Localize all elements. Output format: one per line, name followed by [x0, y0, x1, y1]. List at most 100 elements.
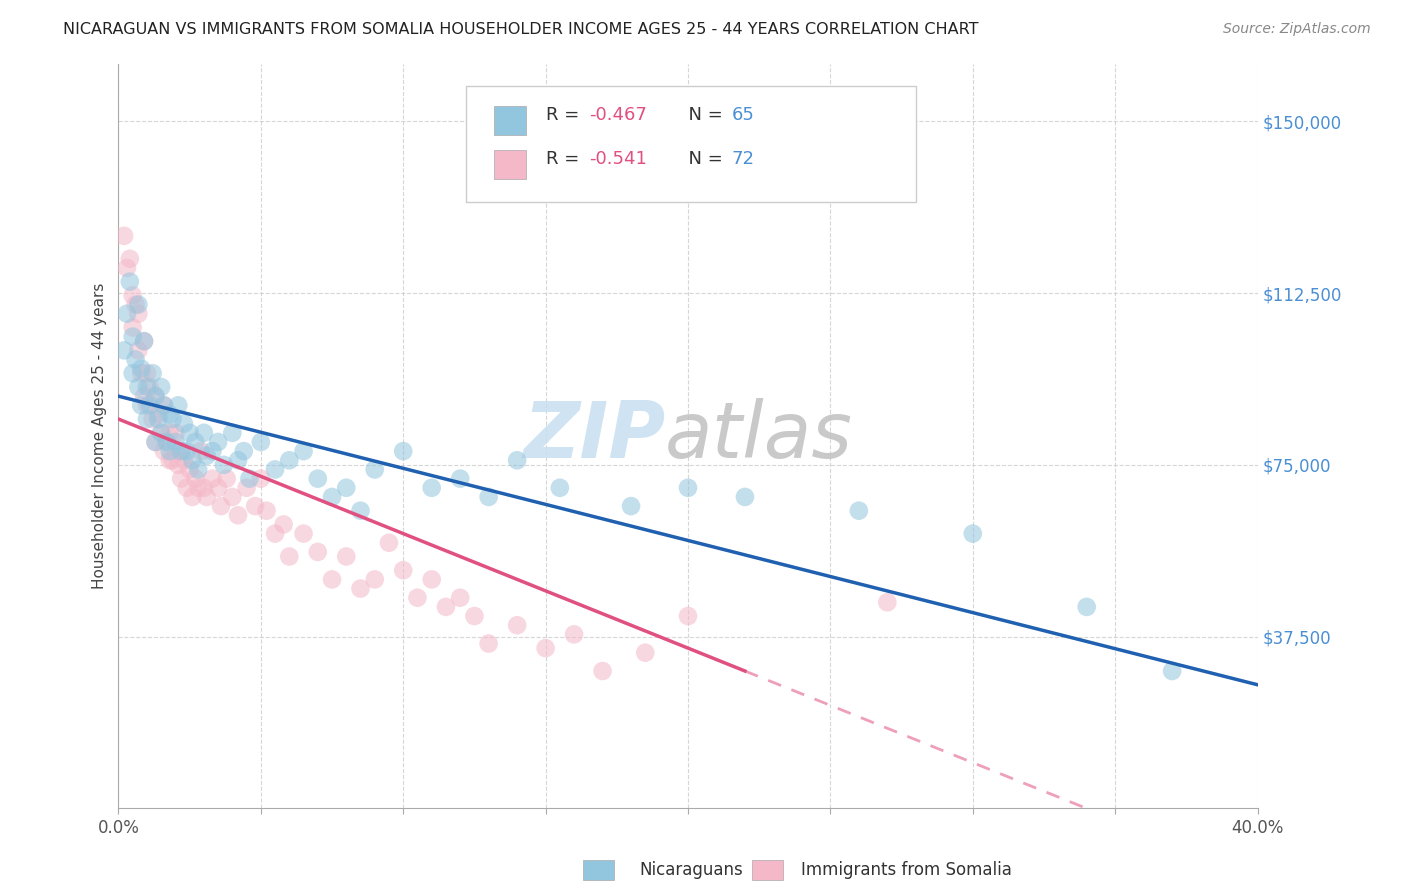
Point	[378, 535, 401, 549]
Point	[153, 444, 176, 458]
Point	[243, 499, 266, 513]
Point	[215, 472, 238, 486]
Point	[159, 425, 181, 440]
Point	[139, 380, 162, 394]
Point	[676, 481, 699, 495]
Point	[142, 366, 165, 380]
Point	[165, 434, 187, 449]
Point	[167, 398, 190, 412]
Point	[179, 425, 201, 440]
Point	[129, 361, 152, 376]
Point	[335, 481, 357, 495]
Point	[193, 481, 215, 495]
Point	[212, 458, 235, 472]
FancyBboxPatch shape	[495, 150, 526, 179]
Point	[135, 380, 157, 394]
Point	[232, 444, 254, 458]
Point	[392, 444, 415, 458]
Point	[278, 549, 301, 564]
Point	[176, 444, 198, 458]
Point	[238, 472, 260, 486]
Point	[173, 417, 195, 431]
Point	[148, 412, 170, 426]
Point	[115, 307, 138, 321]
Point	[129, 398, 152, 412]
Point	[226, 453, 249, 467]
Point	[349, 582, 371, 596]
Point	[620, 499, 643, 513]
Text: atlas: atlas	[665, 398, 853, 475]
Point	[278, 453, 301, 467]
Point	[209, 499, 232, 513]
Text: 65: 65	[731, 105, 754, 124]
Point	[184, 434, 207, 449]
Point	[153, 398, 176, 412]
Point	[195, 490, 218, 504]
Point	[165, 425, 187, 440]
Point	[121, 288, 143, 302]
Point	[478, 490, 501, 504]
Point	[676, 609, 699, 624]
Point	[848, 504, 870, 518]
Point	[187, 481, 209, 495]
Point	[132, 334, 155, 349]
Point	[132, 334, 155, 349]
Point	[159, 444, 181, 458]
Text: Nicaraguans: Nicaraguans	[640, 861, 744, 879]
Point	[321, 490, 343, 504]
Point	[734, 490, 756, 504]
Point	[406, 591, 429, 605]
Point	[162, 453, 184, 467]
Point	[170, 472, 193, 486]
Point	[264, 462, 287, 476]
Text: N =: N =	[676, 105, 728, 124]
Point	[184, 472, 207, 486]
Point	[962, 526, 984, 541]
Point	[190, 444, 212, 458]
Point	[139, 398, 162, 412]
Point	[124, 352, 146, 367]
Point	[179, 462, 201, 476]
Point	[142, 412, 165, 426]
Point	[159, 453, 181, 467]
Point	[167, 458, 190, 472]
Point	[170, 444, 193, 458]
Point	[221, 425, 243, 440]
Point	[118, 275, 141, 289]
Point	[135, 398, 157, 412]
Point	[876, 595, 898, 609]
Point	[162, 412, 184, 426]
Point	[307, 545, 329, 559]
Point	[364, 573, 387, 587]
Point	[235, 481, 257, 495]
Point	[449, 591, 471, 605]
Point	[121, 366, 143, 380]
Point	[145, 434, 167, 449]
Point	[187, 462, 209, 476]
Point	[148, 408, 170, 422]
FancyBboxPatch shape	[465, 87, 915, 202]
Point	[207, 434, 229, 449]
Point	[207, 481, 229, 495]
Text: -0.541: -0.541	[589, 151, 647, 169]
Point	[273, 517, 295, 532]
Point	[127, 343, 149, 358]
Point	[292, 444, 315, 458]
Point	[250, 434, 273, 449]
Text: R =: R =	[546, 105, 585, 124]
Point	[127, 297, 149, 311]
Point	[420, 573, 443, 587]
Point	[364, 462, 387, 476]
Point	[506, 453, 529, 467]
Point	[150, 380, 173, 394]
Point	[129, 366, 152, 380]
Text: Immigrants from Somalia: Immigrants from Somalia	[801, 861, 1012, 879]
Point	[127, 380, 149, 394]
Point	[449, 472, 471, 486]
Point	[193, 425, 215, 440]
Point	[434, 599, 457, 614]
Point	[349, 504, 371, 518]
Text: 72: 72	[731, 151, 754, 169]
Point	[145, 434, 167, 449]
Point	[121, 320, 143, 334]
